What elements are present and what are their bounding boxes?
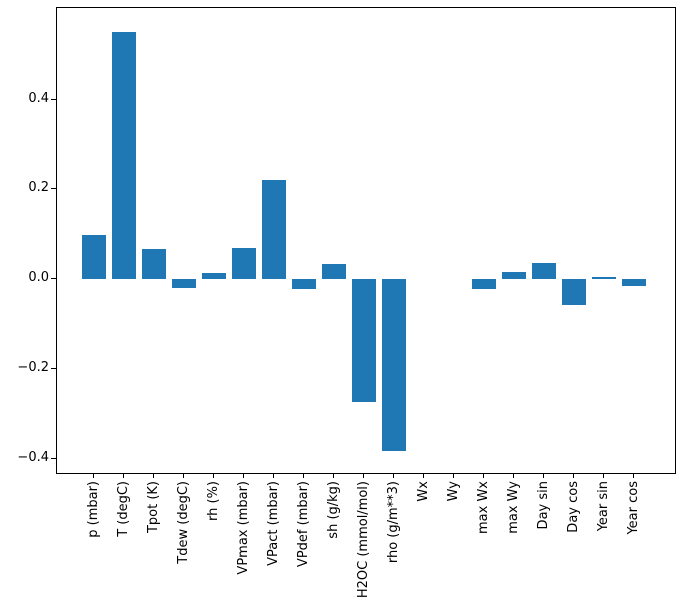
x-axis-tick-mark <box>303 473 304 478</box>
x-axis-tick-label: Wx <box>415 481 431 502</box>
x-axis-tick-label: Tdew (degC) <box>175 481 191 564</box>
x-axis-tick-label: T (degC) <box>115 481 131 537</box>
y-axis-tick-mark <box>51 278 56 280</box>
x-axis-tick-mark <box>633 473 634 478</box>
x-axis-tick-mark <box>273 473 274 478</box>
x-axis-tick-mark <box>543 473 544 478</box>
y-axis-tick-mark <box>51 457 56 459</box>
x-axis-tick-label: Day sin <box>535 481 551 530</box>
x-axis-tick-mark <box>513 473 514 478</box>
y-axis-tick-mark <box>51 98 56 100</box>
bar <box>322 264 346 280</box>
bar <box>352 279 376 403</box>
x-axis-tick-mark <box>453 473 454 478</box>
x-axis-tick-label: Year cos <box>625 481 641 535</box>
x-axis-tick-mark <box>573 473 574 478</box>
x-axis-tick-mark <box>363 473 364 478</box>
y-axis-tick-mark <box>51 188 56 190</box>
x-axis-tick-label: VPmax (mbar) <box>235 481 251 575</box>
bar <box>112 31 136 280</box>
bar <box>592 277 616 280</box>
bar <box>82 235 106 280</box>
x-axis-tick-label: VPact (mbar) <box>265 481 281 566</box>
x-axis-tick-mark <box>213 473 214 478</box>
bar <box>472 279 496 289</box>
bar <box>202 273 226 280</box>
y-axis-tick-label: 0.4 <box>28 90 49 106</box>
bar <box>532 263 556 280</box>
bar <box>232 247 256 280</box>
x-axis-tick-label: Tpot (K) <box>145 481 161 534</box>
bar <box>622 279 646 287</box>
x-axis-tick-label: sh (g/kg) <box>325 481 341 539</box>
x-axis-tick-mark <box>93 473 94 478</box>
y-axis-tick-label: −0.4 <box>17 449 49 465</box>
x-axis-tick-label: max Wx <box>475 481 491 535</box>
x-axis-tick-label: max Wy <box>505 481 521 534</box>
bar <box>292 279 316 290</box>
x-axis-tick-label: Wy <box>445 481 461 502</box>
x-axis-tick-label: p (mbar) <box>85 481 101 538</box>
bar <box>262 179 286 280</box>
x-axis-tick-mark <box>153 473 154 478</box>
bar <box>502 271 526 280</box>
x-axis-tick-label: rho (g/m**3) <box>385 481 401 564</box>
x-axis-tick-mark <box>423 473 424 478</box>
plot-area <box>56 7 676 474</box>
x-axis-tick-label: Year sin <box>595 481 611 532</box>
bar <box>172 279 196 289</box>
x-axis-tick-label: H2OC (mmol/mol) <box>355 481 371 599</box>
bar <box>142 249 166 280</box>
x-axis-tick-label: rh (%) <box>205 481 221 521</box>
x-axis-tick-mark <box>393 473 394 478</box>
bar <box>562 279 586 306</box>
x-axis-tick-label: VPdef (mbar) <box>295 481 311 568</box>
y-axis-tick-label: −0.2 <box>17 359 49 375</box>
x-axis-tick-mark <box>483 473 484 478</box>
x-axis-tick-mark <box>603 473 604 478</box>
bar <box>382 279 406 451</box>
x-axis-tick-mark <box>243 473 244 478</box>
y-axis-tick-mark <box>51 367 56 369</box>
x-axis-tick-label: Day cos <box>565 481 581 533</box>
x-axis-tick-mark <box>123 473 124 478</box>
y-axis-tick-label: 0.2 <box>28 180 49 196</box>
y-axis-tick-label: 0.0 <box>28 270 49 286</box>
x-axis-tick-mark <box>183 473 184 478</box>
x-axis-tick-mark <box>333 473 334 478</box>
